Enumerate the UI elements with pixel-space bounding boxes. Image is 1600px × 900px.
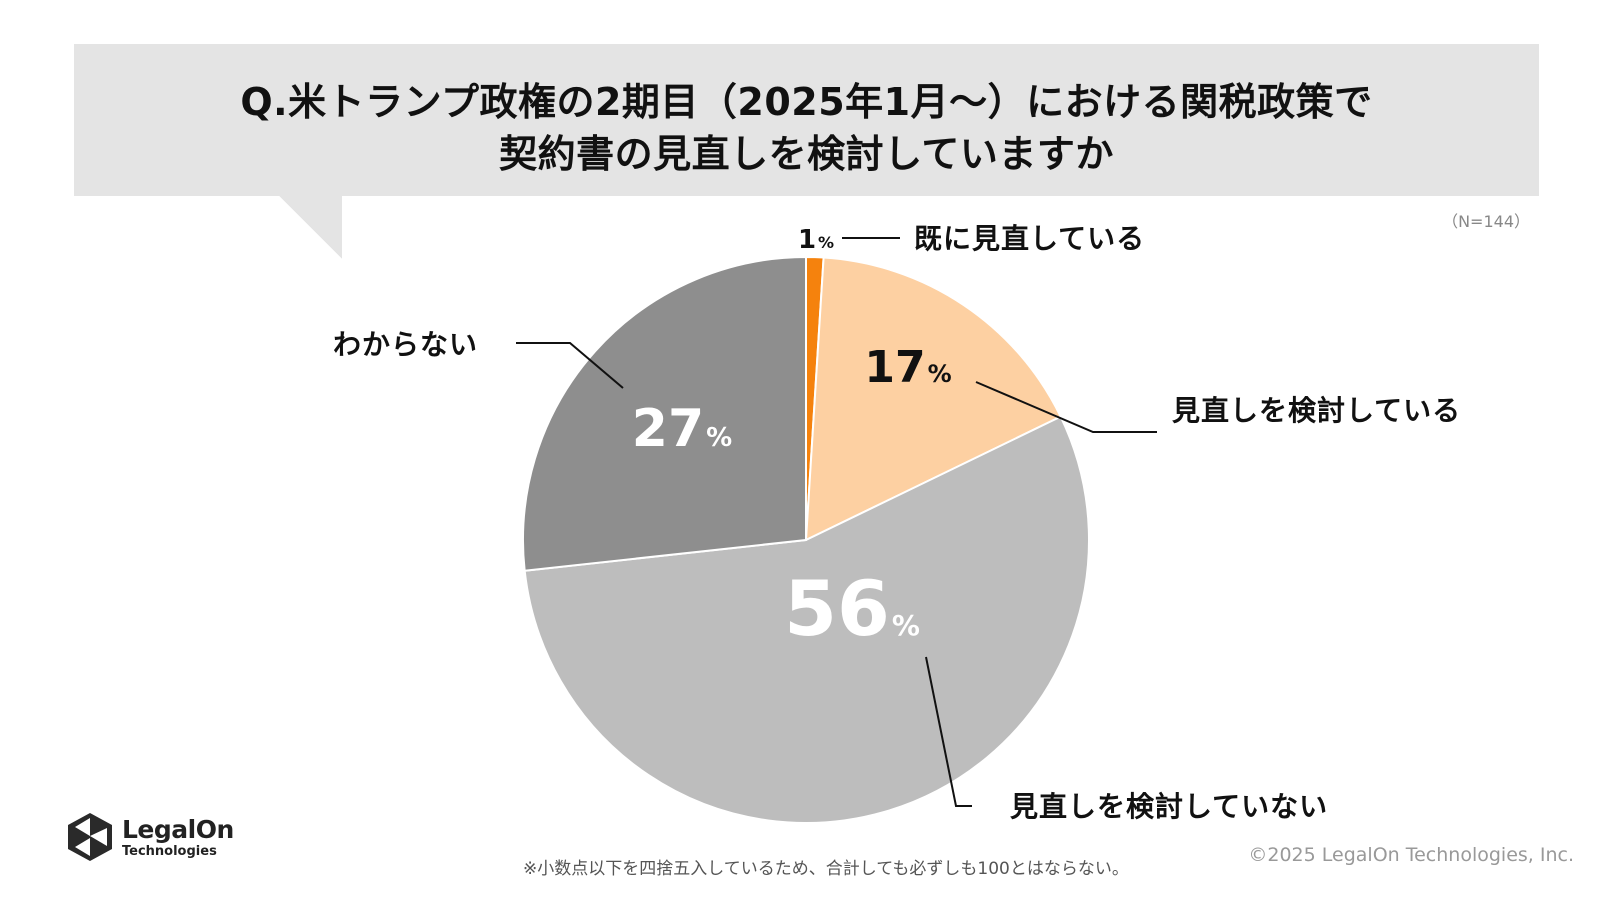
copyright: ©2025 LegalOn Technologies, Inc. [1248, 844, 1574, 866]
footnote: ※小数点以下を四捨五入しているため、合計しても必ずしも100とはならない。 [523, 859, 1129, 879]
slice-category-label: わからない [333, 328, 478, 361]
slice-category-label: 見直しを検討している [1172, 394, 1461, 427]
slice-value-number: 27 [632, 399, 704, 459]
slice-value-number: 1 [798, 225, 816, 255]
slice-value-unit: % [818, 233, 834, 252]
sample-size-label: （N=144） [1442, 212, 1530, 231]
pie-slice [804, 256, 1063, 542]
slice-category-label: 既に見直している [914, 222, 1145, 255]
slice-value-number: 56 [784, 564, 890, 653]
hexagon-logo-icon [68, 813, 112, 861]
slice-value-unit: % [892, 609, 920, 642]
leader-line [925, 656, 972, 807]
slice-value-label: 56% [784, 564, 920, 653]
title-banner [74, 44, 1539, 196]
pie-slices [522, 255, 1090, 824]
slice-value-label: 17% [864, 342, 951, 393]
pie-slice [523, 415, 1090, 824]
title-line-1: Q.米トランプ政権の2期目（2025年1月～）における関税政策で [240, 80, 1373, 124]
speech-bubble-tail [278, 195, 342, 259]
company-logo: LegalOn Technologies [66, 812, 234, 862]
pie-slice [522, 255, 807, 572]
slice-value-label: 27% [632, 399, 732, 459]
leader-line [975, 381, 1157, 433]
slice-labels: 1% 既に見直している 17% 見直しを検討している 56% 見直しを検討していない 27%… [333, 222, 1461, 823]
logo-subtitle: Technologies [122, 843, 217, 859]
slice-value-unit: % [928, 360, 952, 388]
leader-line [516, 342, 624, 389]
leader-lines [516, 237, 1157, 807]
slice-category-label: 見直しを検討していない [1010, 790, 1328, 823]
logo-name: LegalOn [122, 814, 234, 844]
chart-title: Q.米トランプ政権の2期目（2025年1月～）における関税政策で 契約書の見直し… [74, 76, 1539, 180]
slice-value-unit: % [706, 423, 732, 453]
slice-value-label: 1% [798, 225, 834, 255]
slice-value-number: 17 [864, 342, 925, 393]
title-line-2: 契約書の見直しを検討していますか [499, 132, 1114, 176]
